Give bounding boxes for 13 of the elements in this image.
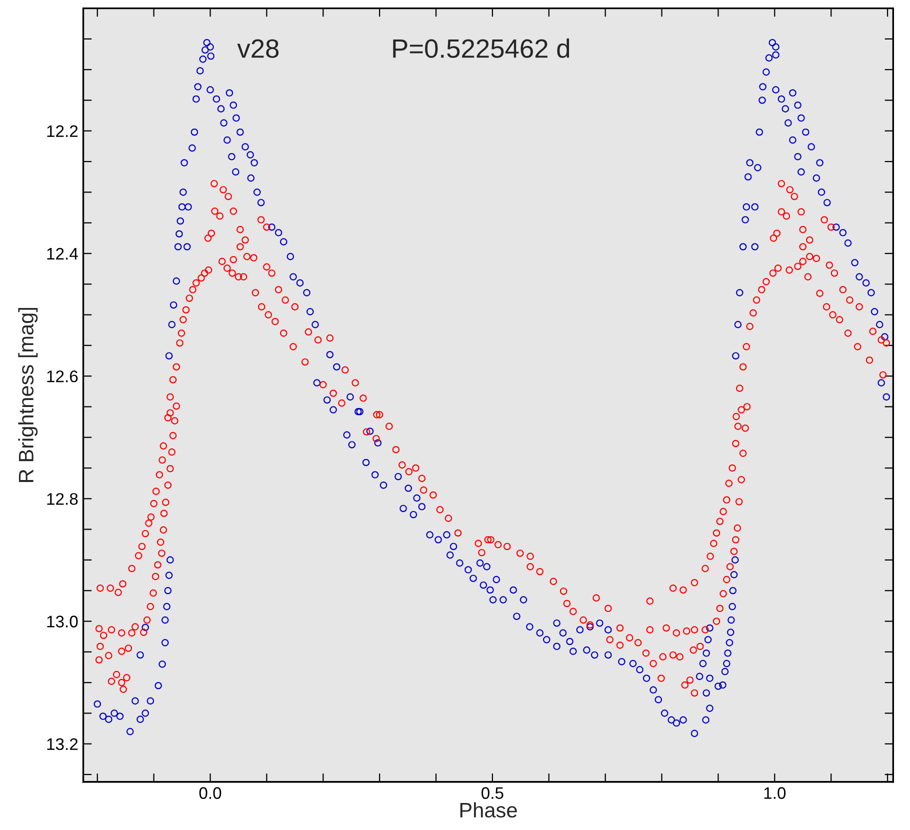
- y-tick-label: 12.4: [47, 248, 78, 260]
- y-axis-title: R Brightness [mag]: [18, 308, 38, 482]
- x-tick-label: 0.0: [199, 787, 222, 799]
- x-axis-title: Phase: [460, 802, 517, 818]
- y-tick-label: 13.0: [47, 616, 78, 628]
- y-tick-label: 12.2: [47, 125, 78, 137]
- y-tick-label: 13.2: [47, 738, 78, 750]
- y-tick-label: 12.8: [47, 493, 78, 505]
- x-tick-label: 0.5: [482, 787, 504, 799]
- x-tick-label: 1.0: [764, 787, 786, 799]
- annotation: v28: [237, 39, 279, 58]
- annotation: P=0.5225462 d: [393, 38, 570, 58]
- y-tick-label: 12.6: [47, 370, 78, 382]
